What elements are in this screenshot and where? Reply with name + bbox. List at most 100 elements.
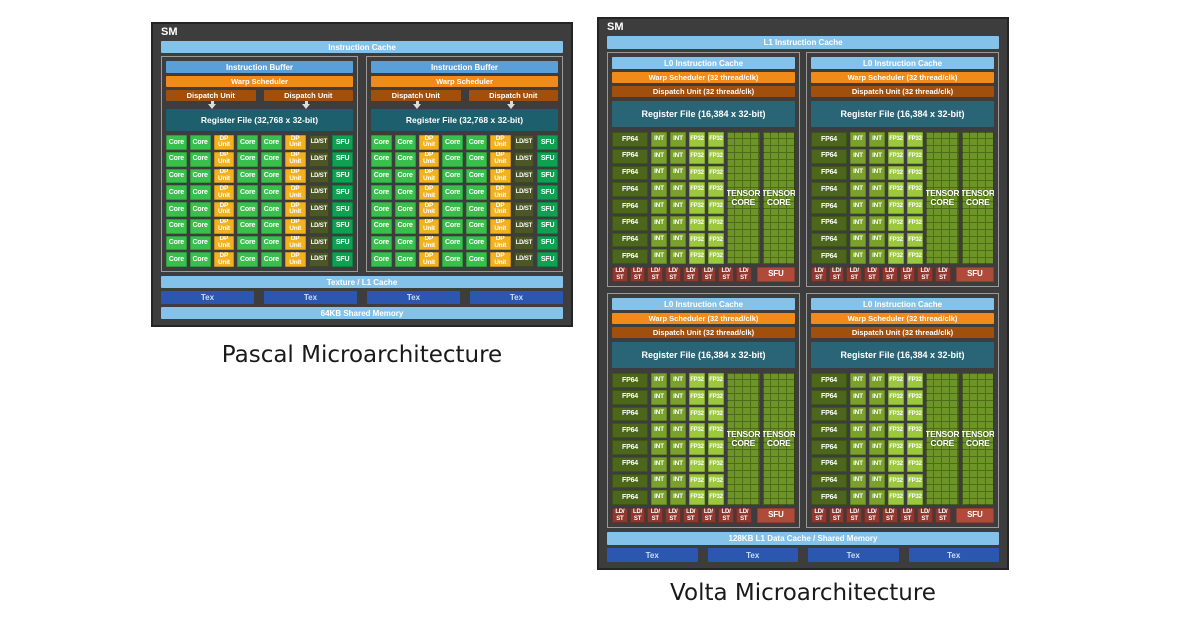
pascal-dp-cell: DP Unit	[284, 235, 306, 251]
pascal-core-cell: Core	[442, 168, 463, 184]
volta-int-cell: INT	[670, 473, 686, 489]
volta-int-cell: INT	[651, 389, 667, 405]
ldst-cell: LD/ ST	[682, 508, 699, 523]
volta-fp64-cell: FP64	[612, 490, 648, 505]
pascal-core-cell: Core	[166, 235, 187, 251]
pascal-dp-cell: DP Unit	[418, 185, 440, 200]
volta-int-cell: INT	[869, 406, 885, 422]
volta-fp32-cell: FP32	[888, 423, 904, 438]
instruction-buffer-bar: Instruction Buffer	[166, 61, 353, 73]
pascal-dp-cell: DP Unit	[284, 135, 306, 150]
pascal-dp-cell: DP Unit	[489, 252, 511, 267]
volta-int-cell: INT	[670, 406, 686, 422]
warp-scheduler-bar: Warp Scheduler (32 thread/clk)	[612, 72, 795, 83]
pascal-core-cell: Core	[371, 202, 392, 217]
volta-int-cell: INT	[869, 132, 885, 147]
pascal-core-cell: Core	[189, 202, 211, 217]
pascal-dp-cell: DP Unit	[213, 185, 235, 200]
volta-fp32-cell: FP32	[907, 389, 923, 405]
volta-int-cell: INT	[670, 423, 686, 438]
core-grid: TENSOR CORE TENSOR CORE FP64 INT INT FP32 FP32…	[811, 373, 994, 505]
pascal-core-cell: Core	[466, 235, 487, 251]
register-file-bar: Register File (32,768 x 32-bit)	[166, 109, 353, 131]
volta-fp32-cell: FP32	[888, 406, 904, 422]
volta-int-cell: INT	[670, 389, 686, 405]
pascal-core-cell: Core	[166, 168, 187, 184]
register-file-bar: Register File (32,768 x 32-bit)	[371, 109, 558, 131]
volta-int-cell: INT	[651, 232, 667, 248]
pascal-core-cell: Core	[189, 135, 211, 150]
shared-memory-bar: 64KB Shared Memory	[161, 307, 563, 319]
pascal-dp-cell: DP Unit	[284, 151, 306, 167]
down-arrow-icon	[413, 101, 422, 109]
ldst-cell: LD/ ST	[899, 267, 916, 282]
volta-int-cell: INT	[651, 423, 667, 438]
volta-fp64-cell: FP64	[612, 215, 648, 231]
ldst-cell: LD/ ST	[811, 508, 827, 523]
volta-fp64-cell: FP64	[612, 423, 648, 438]
volta-int-cell: INT	[850, 490, 866, 505]
pascal-sfu-cell: SFU	[537, 135, 558, 150]
pascal-core-cell: Core	[237, 168, 258, 184]
pascal-dp-cell: DP Unit	[418, 235, 440, 251]
volta-fp32-cell: FP32	[888, 373, 904, 388]
tex-unit: Tex	[908, 548, 999, 562]
pascal-core-cell: Core	[166, 135, 187, 150]
pascal-core-cell: Core	[261, 185, 282, 200]
core-grid: TENSOR CORE TENSOR CORE FP64 INT INT FP32 FP32…	[612, 132, 795, 264]
volta-fp32-cell: FP32	[689, 423, 705, 438]
pascal-ldst-cell: LD/ST	[513, 202, 535, 217]
tex-unit: Tex	[607, 548, 698, 562]
dispatch-unit-bar: Dispatch Unit (32 thread/clk)	[612, 327, 795, 338]
pascal-ldst-cell: LD/ST	[513, 151, 535, 167]
volta-int-cell: INT	[651, 165, 667, 181]
volta-fp32-cell: FP32	[888, 182, 904, 197]
volta-int-cell: INT	[850, 456, 866, 472]
pascal-core-cell: Core	[261, 218, 282, 234]
pascal-core-cell: Core	[189, 252, 211, 267]
pascal-sfu-cell: SFU	[332, 135, 353, 150]
volta-int-cell: INT	[651, 456, 667, 472]
pascal-sm-diagram: SM Instruction Cache Instruction Buffer …	[151, 22, 573, 327]
pascal-partition-right: Instruction Buffer Warp Scheduler Dispat…	[366, 56, 563, 272]
volta-int-cell: INT	[670, 373, 686, 388]
warp-scheduler-bar: Warp Scheduler	[166, 76, 353, 87]
volta-fp64-cell: FP64	[612, 182, 648, 197]
pascal-sm-title: SM	[161, 26, 178, 38]
volta-quadrant: L0 Instruction Cache Warp Scheduler (32 …	[806, 52, 999, 287]
pascal-core-cell: Core	[466, 185, 487, 200]
volta-fp32-cell: FP32	[689, 490, 705, 505]
pascal-sfu-cell: SFU	[332, 252, 353, 267]
pascal-dp-cell: DP Unit	[213, 151, 235, 167]
pascal-dp-cell: DP Unit	[284, 202, 306, 217]
pascal-ldst-cell: LD/ST	[308, 235, 330, 251]
pascal-ldst-cell: LD/ST	[513, 235, 535, 251]
volta-fp32-cell: FP32	[689, 215, 705, 231]
pascal-dp-cell: DP Unit	[418, 168, 440, 184]
pascal-core-cell: Core	[394, 168, 416, 184]
pascal-ldst-cell: LD/ST	[513, 185, 535, 200]
volta-int-cell: INT	[651, 249, 667, 264]
volta-fp64-cell: FP64	[612, 199, 648, 214]
tensor-core: TENSOR CORE	[727, 373, 760, 505]
ldst-cell: LD/ ST	[846, 508, 863, 523]
volta-fp64-cell: FP64	[811, 473, 847, 489]
pascal-ldst-cell: LD/ST	[308, 218, 330, 234]
pascal-core-cell: Core	[237, 252, 258, 267]
volta-fp64-cell: FP64	[612, 132, 648, 147]
warp-scheduler-bar: Warp Scheduler (32 thread/clk)	[811, 313, 994, 324]
volta-int-cell: INT	[850, 440, 866, 455]
volta-fp32-cell: FP32	[907, 249, 923, 264]
pascal-dp-cell: DP Unit	[489, 168, 511, 184]
volta-fp32-cell: FP32	[689, 456, 705, 472]
volta-fp64-cell: FP64	[811, 249, 847, 264]
core-grid: Core Core DP Unit Core Core DP Unit LD/ST SFU Co…	[371, 135, 558, 267]
ldst-cell: LD/ ST	[917, 508, 933, 523]
l0-instruction-cache-bar: L0 Instruction Cache	[811, 298, 994, 310]
volta-fp32-cell: FP32	[907, 490, 923, 505]
pascal-core-cell: Core	[237, 151, 258, 167]
volta-fp32-cell: FP32	[888, 165, 904, 181]
pascal-core-cell: Core	[261, 135, 282, 150]
warp-scheduler-bar: Warp Scheduler (32 thread/clk)	[811, 72, 994, 83]
ldst-cell: LD/ ST	[612, 508, 628, 523]
